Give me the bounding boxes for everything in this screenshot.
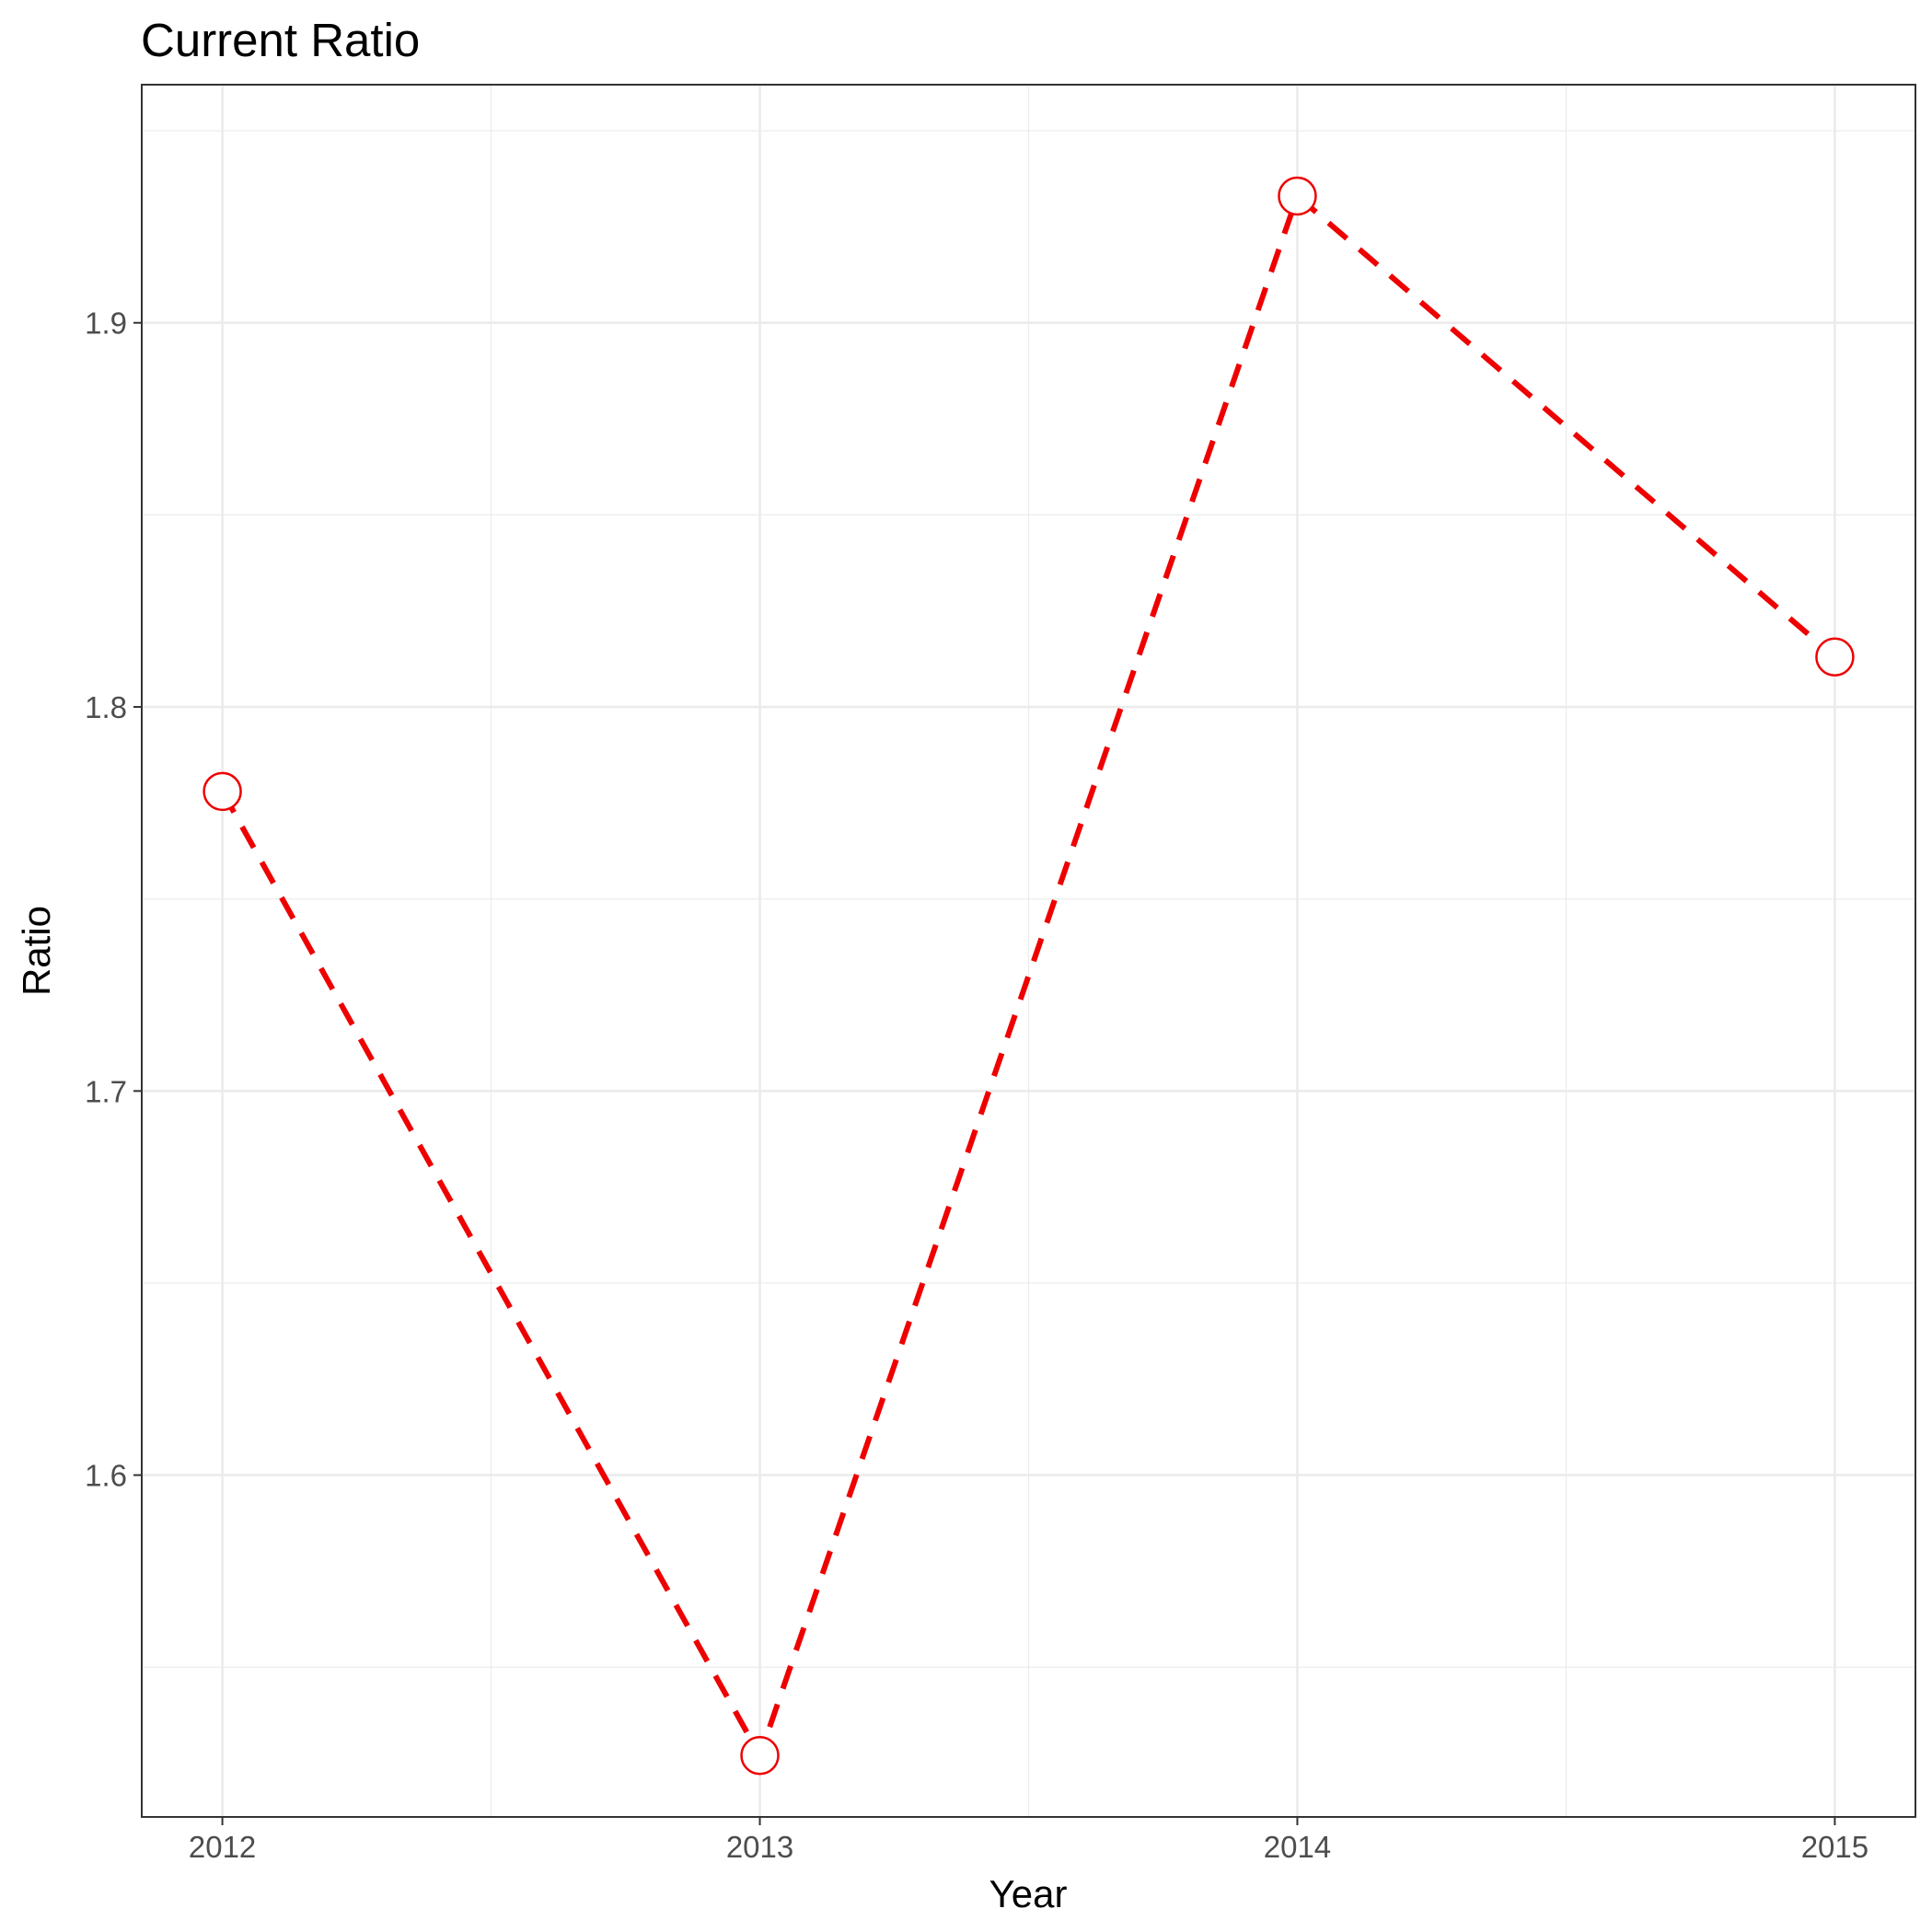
x-tick-label: 2013: [726, 1830, 793, 1864]
y-tick-label: 1.6: [85, 1459, 127, 1493]
data-point: [1815, 637, 1855, 677]
plot-panel-border: [141, 84, 1916, 1818]
x-tick-label: 2012: [189, 1830, 256, 1864]
axis-layer: 1.6 1.7 1.8 1.9 2012 2013 2014 2015: [85, 307, 1868, 1864]
x-axis-title: Year: [989, 1872, 1068, 1915]
data-point: [202, 771, 242, 812]
series-layer: [202, 176, 1855, 1776]
y-tick-label: 1.8: [85, 690, 127, 724]
x-tick-label: 2014: [1264, 1830, 1331, 1864]
data-point: [740, 1735, 780, 1776]
chart-title: Current Ratio: [141, 14, 420, 66]
grid-layer: [142, 85, 1915, 1817]
y-tick-label: 1.9: [85, 307, 127, 341]
x-tick-label: 2015: [1801, 1830, 1868, 1864]
y-tick-label: 1.7: [85, 1074, 127, 1108]
data-point: [1278, 176, 1317, 216]
y-axis-title: Ratio: [15, 906, 58, 996]
